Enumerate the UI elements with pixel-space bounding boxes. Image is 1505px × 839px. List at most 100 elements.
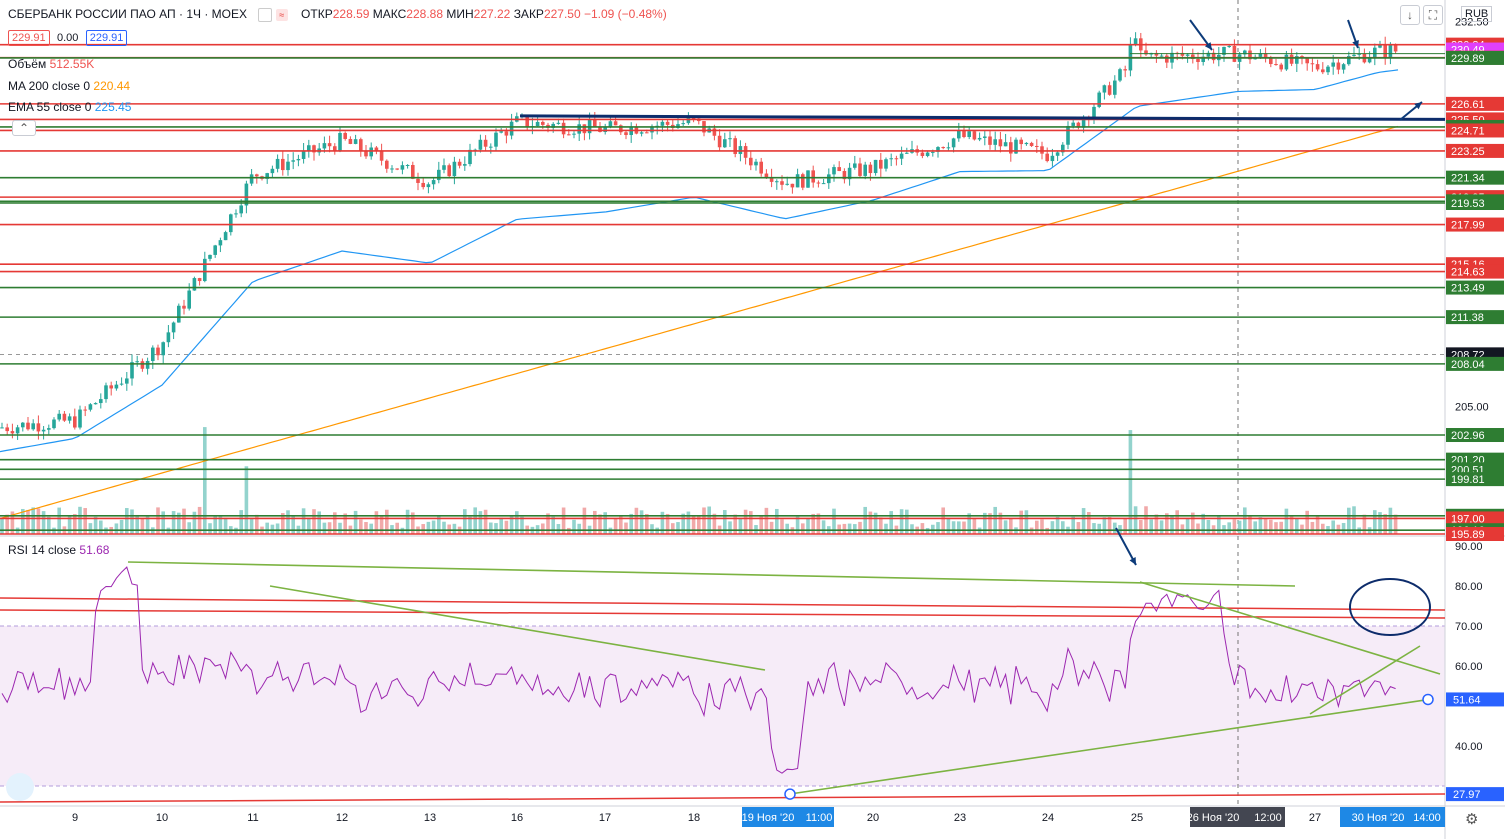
- volume-bar: [88, 523, 93, 534]
- level-lines: [0, 43, 1445, 535]
- volume-bar: [873, 512, 878, 534]
- time-label: 10: [156, 812, 168, 824]
- compare-icon[interactable]: ≈: [275, 8, 288, 21]
- volume-bar: [967, 513, 971, 534]
- volume-bar: [1050, 521, 1055, 534]
- trendline-anchor-handle[interactable]: [784, 788, 796, 800]
- candle: [691, 117, 696, 119]
- scroll-down-icon[interactable]: ↓: [1400, 5, 1420, 25]
- candle: [582, 124, 587, 134]
- volume-bar: [312, 509, 316, 534]
- volume-bar: [426, 521, 431, 534]
- volume-bar: [577, 523, 581, 534]
- candle: [119, 383, 124, 385]
- volume-bar: [1087, 512, 1091, 534]
- support-line-navy[interactable]: [519, 114, 1446, 121]
- rsi-trendline-2[interactable]: [269, 585, 766, 671]
- volume-bar: [478, 511, 483, 534]
- candle: [608, 121, 613, 128]
- rsi-tick: 80.00: [1455, 581, 1483, 593]
- quote-row: 229.91 0.00 229.91: [8, 30, 128, 46]
- candle: [1029, 142, 1034, 146]
- candle: [967, 131, 971, 138]
- volume-bar: [1315, 516, 1320, 534]
- volume-bar: [494, 523, 498, 534]
- candle: [884, 159, 888, 169]
- trendline-anchor-handle[interactable]: [1422, 693, 1434, 706]
- price-tick: 205.00: [1455, 401, 1489, 413]
- candle: [67, 416, 72, 421]
- candle: [983, 136, 987, 138]
- fullscreen-icon[interactable]: ⛶: [1423, 5, 1443, 25]
- volume-bar: [1154, 514, 1159, 534]
- price-label: 221.34: [1451, 173, 1485, 185]
- rsi-trendline-1[interactable]: [127, 561, 1296, 587]
- volume-bar: [255, 514, 259, 534]
- volume-bar: [619, 515, 623, 534]
- candle: [1035, 145, 1039, 147]
- candle: [10, 431, 15, 434]
- volume-bar: [156, 507, 160, 534]
- volume-bar: [801, 523, 805, 534]
- candle: [832, 167, 836, 175]
- volume-bar: [249, 517, 254, 534]
- volume-bar: [369, 523, 373, 534]
- rsi-resistance-line-2[interactable]: [0, 609, 1446, 619]
- volume-bar: [161, 511, 165, 534]
- candle: [447, 165, 451, 177]
- volume-bar: [359, 519, 363, 534]
- volume-bar: [301, 508, 306, 534]
- tradingview-logo-icon[interactable]: [6, 773, 34, 801]
- bid-box[interactable]: 229.91: [8, 30, 50, 46]
- rsi-trendline-4[interactable]: [789, 698, 1429, 795]
- candle: [925, 152, 930, 157]
- candle: [1071, 122, 1075, 126]
- candle: [265, 173, 269, 179]
- candle: [603, 127, 607, 133]
- volume-bar: [785, 523, 789, 534]
- candle: [1284, 54, 1289, 70]
- time-label: 11: [247, 812, 258, 824]
- time-label: 12:00: [1254, 812, 1282, 824]
- volume-bar: [868, 511, 873, 534]
- candle: [1196, 58, 1200, 63]
- candle: [764, 173, 769, 177]
- volume-bar: [187, 522, 191, 534]
- volume-bar: [832, 508, 836, 534]
- hide-icon[interactable]: [258, 7, 273, 22]
- currency-badge[interactable]: RUB: [1461, 6, 1493, 22]
- candle: [161, 342, 165, 356]
- candle: [156, 347, 160, 356]
- symbol-title[interactable]: СБЕРБАНК РОССИИ ПАО АП · 1Ч · MOEX: [8, 7, 248, 21]
- price-label-bg: [1446, 170, 1504, 185]
- time-label: 24: [1042, 812, 1054, 824]
- candle: [780, 181, 784, 185]
- rsi-trendline-5[interactable]: [1309, 645, 1421, 715]
- volume-bar: [1144, 506, 1148, 534]
- candle: [36, 423, 41, 432]
- rsi-trendline-3[interactable]: [1139, 581, 1441, 675]
- volume-bar: [551, 516, 555, 534]
- price-label: 211.38: [1451, 312, 1484, 324]
- rsi-band: [0, 626, 1445, 786]
- candle: [1274, 64, 1278, 66]
- circle-annotation[interactable]: [1349, 578, 1431, 636]
- price-label: 229.89: [1451, 53, 1485, 65]
- candle: [1305, 58, 1309, 64]
- volume-bar: [634, 507, 639, 534]
- volume-bar: [291, 515, 295, 534]
- volume-bar: [624, 522, 628, 534]
- time-label-bg: [742, 807, 834, 827]
- low-label: МИН: [446, 7, 474, 21]
- change-value: −1.09 (−0.48%): [583, 7, 667, 21]
- candle: [1045, 153, 1049, 162]
- close-label: ЗАКР: [513, 7, 544, 21]
- ask-box[interactable]: 229.91: [85, 30, 128, 46]
- collapse-legend-button[interactable]: ⌃: [12, 120, 36, 136]
- settings-gear-icon[interactable]: ⚙: [1465, 811, 1479, 828]
- volume-bar: [338, 522, 342, 534]
- rsi-support-line[interactable]: [0, 793, 1446, 803]
- candle: [483, 139, 488, 147]
- volume-bar: [520, 516, 524, 534]
